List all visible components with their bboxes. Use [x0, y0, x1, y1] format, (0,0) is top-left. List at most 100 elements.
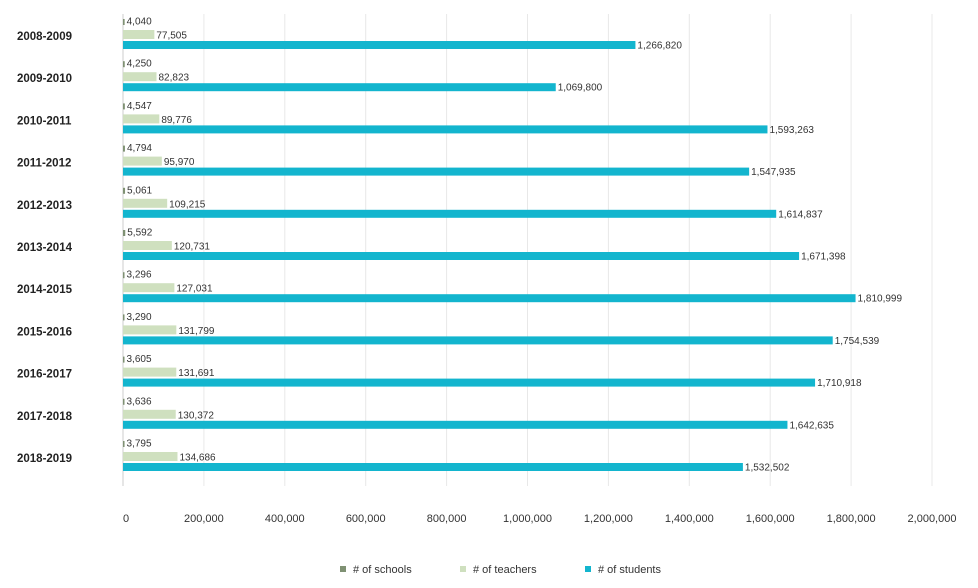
bar-2 — [123, 167, 750, 176]
data-label: 1,671,398 — [801, 252, 846, 263]
bar-1 — [123, 452, 178, 461]
x-tick-label: 1,600,000 — [746, 513, 795, 525]
data-label: 1,754,539 — [835, 336, 880, 347]
category-labels: 2008-2009 2009-2010 2010-2011 2011-2012 2012… — [17, 31, 73, 465]
data-label: 77,505 — [156, 31, 187, 42]
data-label: 5,061 — [127, 185, 152, 196]
bar-2 — [123, 378, 816, 387]
grid-lines — [203, 14, 933, 486]
bar-0 — [123, 314, 125, 321]
data-label: 4,547 — [127, 101, 152, 112]
category-label: 2010-2011 — [17, 115, 72, 127]
x-tick-label: 600,000 — [346, 513, 386, 525]
x-tick-label: 1,000,000 — [503, 513, 552, 525]
data-label: 109,215 — [169, 199, 206, 210]
data-label: 1,069,800 — [558, 83, 603, 94]
data-label: 1,266,820 — [637, 41, 682, 52]
category-label: 2015-2016 — [17, 326, 72, 338]
data-label: 134,686 — [179, 453, 216, 464]
data-labels: 4,040 77,505 1,266,820 4,250 82,823 1,069,800… — [127, 17, 903, 474]
data-label: 1,614,837 — [778, 209, 823, 220]
bar-1 — [123, 156, 162, 166]
bar-0 — [123, 19, 125, 25]
data-label: 1,642,635 — [789, 420, 834, 431]
bar-0 — [123, 103, 125, 110]
bar-1 — [123, 30, 155, 39]
x-tick-label: 1,400,000 — [665, 513, 714, 525]
bar-2 — [123, 125, 768, 134]
bar-2 — [123, 463, 743, 471]
category-label: 2014-2015 — [17, 284, 73, 296]
x-tick-label: 200,000 — [184, 513, 224, 525]
data-label: 4,794 — [127, 143, 152, 154]
legend-swatch — [340, 566, 346, 572]
data-label: 1,593,263 — [769, 125, 814, 136]
legend-label: # of students — [598, 564, 661, 576]
category-label: 2012-2013 — [17, 200, 72, 212]
bar-1 — [123, 283, 175, 293]
category-label: 2013-2014 — [17, 242, 73, 254]
bar-2 — [123, 83, 556, 92]
data-label: 1,710,918 — [817, 378, 862, 389]
legend-swatch — [460, 566, 466, 572]
data-label: 120,731 — [174, 242, 211, 253]
data-label: 5,592 — [127, 228, 152, 239]
bar-0 — [123, 230, 126, 236]
x-tick-label: 2,000,000 — [908, 513, 957, 525]
data-label: 4,040 — [127, 17, 152, 28]
bar-2 — [123, 252, 800, 260]
data-label: 95,970 — [164, 157, 195, 168]
bar-0 — [123, 398, 125, 405]
bar-1 — [123, 409, 176, 419]
data-label: 3,290 — [127, 312, 152, 323]
category-label: 2017-2018 — [17, 411, 73, 423]
bar-1 — [123, 325, 177, 335]
x-tick-label: 1,200,000 — [584, 513, 633, 525]
data-label: 1,532,502 — [745, 463, 790, 474]
bar-1 — [123, 367, 177, 377]
data-label: 3,296 — [127, 270, 152, 281]
bar-0 — [123, 356, 125, 363]
bar-1 — [123, 114, 160, 124]
category-label: 2018-2019 — [17, 453, 72, 465]
bar-1 — [123, 198, 168, 208]
bar-1 — [123, 72, 157, 82]
bar-1 — [123, 241, 172, 250]
data-label: 130,372 — [178, 410, 215, 421]
bar-2 — [123, 336, 833, 345]
data-label: 1,547,935 — [751, 167, 796, 178]
data-label: 3,795 — [127, 439, 152, 450]
bars — [123, 19, 856, 471]
bar-0 — [123, 61, 125, 68]
bar-0 — [123, 145, 125, 152]
legend-label: # of schools — [353, 564, 412, 576]
category-label: 2016-2017 — [17, 369, 72, 381]
bar-0 — [123, 272, 125, 279]
category-label: 2009-2010 — [17, 73, 72, 85]
data-label: 3,636 — [127, 396, 152, 407]
legend: # of schools # of teachers # of students — [340, 564, 661, 576]
category-label: 2008-2009 — [17, 31, 72, 43]
x-axis-ticks: 0 200,000 400,000 600,000 800,000 1,000,000 1,… — [123, 513, 956, 525]
bar-0 — [123, 187, 126, 194]
data-label: 82,823 — [159, 73, 190, 84]
category-label: 2011-2012 — [17, 158, 71, 170]
data-label: 4,250 — [127, 59, 152, 70]
bar-2 — [123, 41, 636, 49]
legend-swatch — [585, 566, 591, 572]
bar-2 — [123, 294, 856, 303]
x-tick-label: 1,800,000 — [827, 513, 876, 525]
x-tick-label: 400,000 — [265, 513, 305, 525]
bar-0 — [123, 441, 125, 447]
legend-label: # of teachers — [473, 564, 537, 576]
data-label: 131,691 — [178, 368, 215, 379]
data-label: 1,810,999 — [858, 294, 903, 305]
x-tick-label: 800,000 — [427, 513, 467, 525]
data-label: 131,799 — [178, 326, 215, 337]
data-label: 89,776 — [161, 115, 192, 126]
bar-2 — [123, 209, 777, 218]
x-tick-label: 0 — [123, 513, 129, 525]
data-label: 127,031 — [176, 284, 213, 295]
data-label: 3,605 — [127, 354, 152, 365]
